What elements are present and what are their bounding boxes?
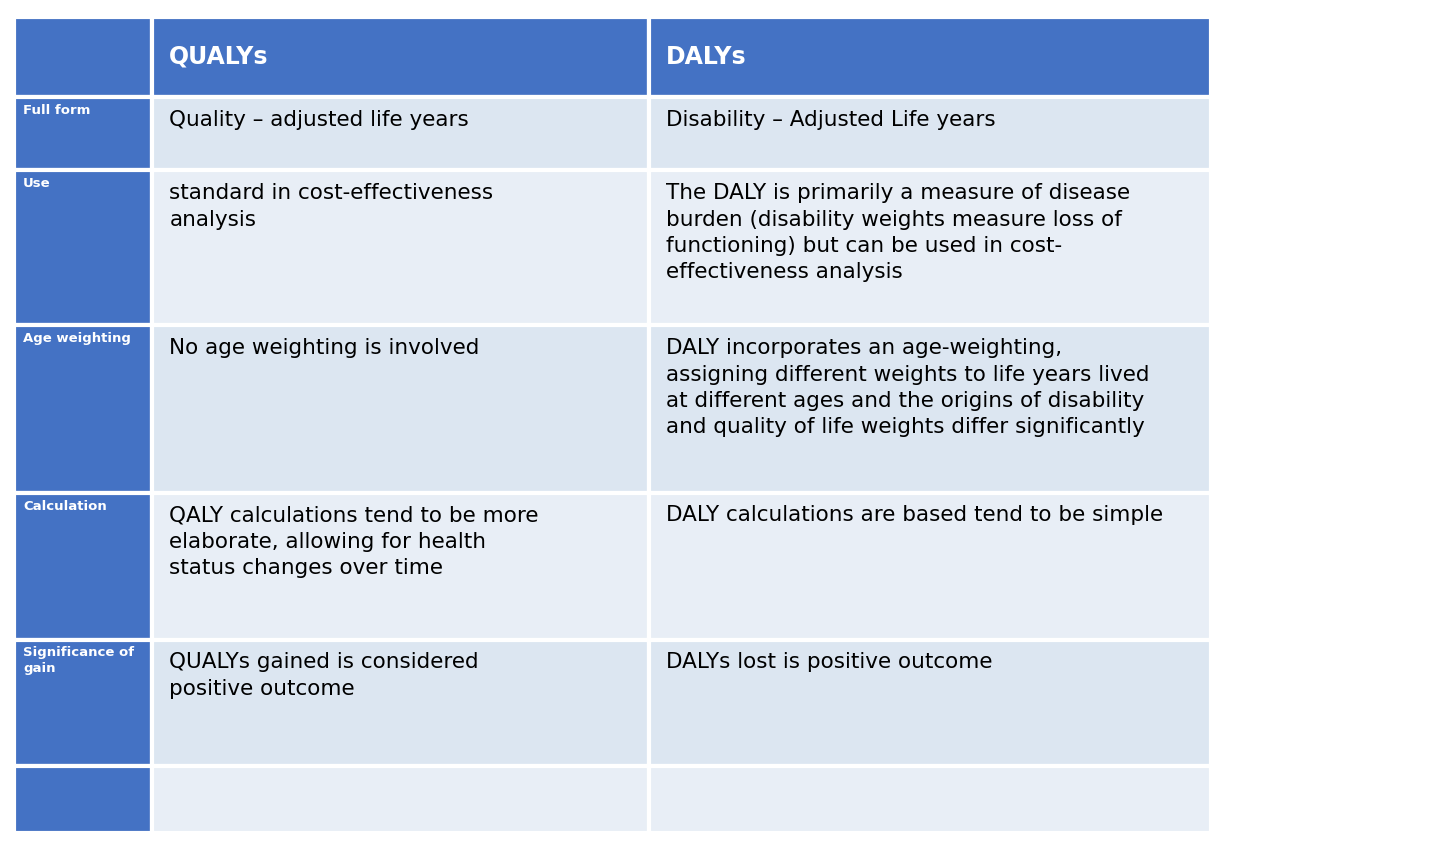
Bar (151, 17, 649, 97)
Bar (151, 639, 649, 766)
Bar (151, 170, 649, 326)
Text: standard in cost-effectiveness
analysis: standard in cost-effectiveness analysis (169, 183, 493, 230)
Bar (14, 493, 151, 639)
Bar (151, 766, 649, 833)
Bar (649, 170, 1211, 326)
Text: Use: Use (23, 177, 50, 190)
Text: Age weighting: Age weighting (23, 332, 131, 345)
Bar (649, 97, 1211, 170)
Text: DALY incorporates an age-weighting,
assigning different weights to life years li: DALY incorporates an age-weighting, assi… (666, 338, 1149, 438)
Text: DALY calculations are based tend to be simple: DALY calculations are based tend to be s… (666, 506, 1164, 525)
Text: Quality – adjusted life years: Quality – adjusted life years (169, 110, 469, 130)
Bar (14, 170, 151, 326)
Text: The DALY is primarily a measure of disease
burden (disability weights measure lo: The DALY is primarily a measure of disea… (666, 183, 1131, 282)
Text: Full form: Full form (23, 104, 91, 116)
Bar (14, 17, 151, 97)
Bar (14, 326, 151, 493)
Bar (151, 326, 649, 493)
Text: QALY calculations tend to be more
elaborate, allowing for health
status changes : QALY calculations tend to be more elabor… (169, 506, 539, 578)
Text: No age weighting is involved: No age weighting is involved (169, 338, 480, 358)
Text: Calculation: Calculation (23, 500, 107, 513)
Bar (14, 766, 151, 833)
Text: Significance of
gain: Significance of gain (23, 646, 134, 676)
Bar (14, 97, 151, 170)
Bar (151, 97, 649, 170)
Bar (649, 326, 1211, 493)
Bar (649, 17, 1211, 97)
Text: DALYs lost is positive outcome: DALYs lost is positive outcome (666, 652, 992, 672)
Bar (649, 639, 1211, 766)
Text: QUALYs gained is considered
positive outcome: QUALYs gained is considered positive out… (169, 652, 479, 699)
Bar (649, 766, 1211, 833)
Text: DALYs: DALYs (666, 45, 747, 69)
Text: Disability – Adjusted Life years: Disability – Adjusted Life years (666, 110, 995, 130)
Bar (649, 493, 1211, 639)
Text: QUALYs: QUALYs (169, 45, 268, 69)
Bar (14, 639, 151, 766)
Bar (151, 493, 649, 639)
